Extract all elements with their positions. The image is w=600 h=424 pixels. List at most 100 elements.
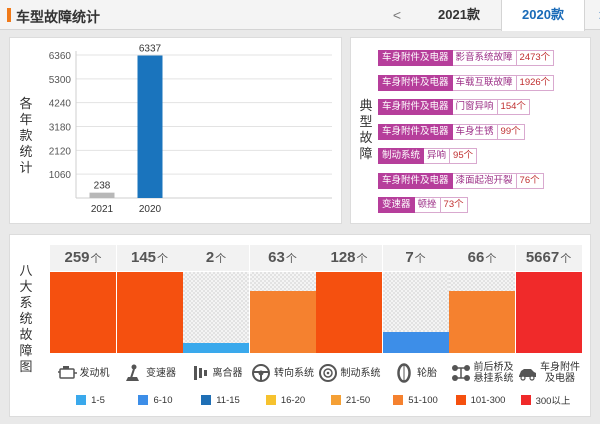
brake-disc-icon bbox=[318, 364, 337, 382]
system-name-line1: 制动系统 bbox=[340, 367, 381, 379]
system-bar-area bbox=[382, 272, 449, 353]
system-column[interactable]: 7个轮胎 bbox=[382, 245, 449, 415]
system-bar-area bbox=[116, 272, 183, 353]
system-column[interactable]: 2个 离合器 bbox=[183, 245, 249, 415]
system-count-number: 63 bbox=[268, 249, 285, 266]
label-char: 款 bbox=[19, 128, 33, 143]
system-count-number: 66 bbox=[467, 249, 485, 266]
label-char: 故 bbox=[359, 130, 373, 145]
system-label: 变速器 bbox=[117, 356, 183, 390]
system-column[interactable]: 145个 变速器 bbox=[116, 245, 183, 415]
fault-system-tag: 车身附件及电器 bbox=[378, 74, 453, 91]
system-label: 前后桥及 悬挂系统 bbox=[449, 356, 515, 390]
legend-swatch bbox=[201, 395, 212, 405]
system-count-number: 2 bbox=[205, 249, 215, 266]
axle-icon bbox=[451, 365, 470, 381]
legend-swatch bbox=[393, 395, 404, 405]
system-count: 63个 bbox=[249, 245, 316, 271]
x-tick-label: 2021 bbox=[91, 204, 114, 215]
system-count-unit: 个 bbox=[485, 253, 497, 265]
system-count: 7个 bbox=[382, 245, 449, 271]
label-char: 型 bbox=[359, 114, 373, 129]
legend-swatch bbox=[520, 395, 531, 405]
fault-name: 顿挫 bbox=[414, 197, 441, 213]
system-column[interactable]: 259个发动机 bbox=[50, 245, 116, 415]
bar-2020[interactable] bbox=[137, 55, 163, 198]
legend-swatch bbox=[330, 395, 341, 405]
system-bar-fill bbox=[382, 331, 449, 353]
system-name-line1: 转向系统 bbox=[274, 367, 314, 379]
y-tick-label: 6360 bbox=[49, 51, 72, 62]
label-char: 大 bbox=[19, 279, 33, 294]
steering-wheel-icon bbox=[252, 364, 270, 382]
bar-2021[interactable] bbox=[89, 192, 115, 198]
legend-label: 300以上 bbox=[535, 396, 571, 407]
fault-item[interactable]: 车身附件及电器 车载互联故障 1926个 bbox=[378, 74, 555, 91]
system-column[interactable]: 63个转向系统 bbox=[249, 245, 316, 415]
fault-item[interactable]: 制动系统 异响 95个 bbox=[378, 148, 478, 164]
fault-item[interactable]: 车身附件及电器 车身生锈 99个 bbox=[378, 123, 525, 140]
fault-count: 2473个 bbox=[516, 50, 555, 66]
system-name: 轮胎 bbox=[417, 368, 437, 379]
y-tick-label: 5300 bbox=[49, 75, 72, 86]
tab-2021[interactable]: 2021款 bbox=[438, 7, 480, 22]
legend-item: 16-20 bbox=[253, 393, 318, 407]
legend-swatch bbox=[76, 395, 87, 405]
system-count-number: 259 bbox=[64, 249, 90, 266]
label-char: 系 bbox=[19, 295, 33, 310]
fault-system-tag: 车身附件及电器 bbox=[378, 50, 453, 66]
system-count-unit: 个 bbox=[90, 253, 102, 265]
x-tick-label: 2020 bbox=[139, 204, 162, 215]
typical-faults-label: 典型故障 bbox=[358, 98, 374, 162]
system-bar-area bbox=[249, 272, 316, 353]
system-count-number: 128 bbox=[330, 249, 356, 266]
prev-arrow-button[interactable]: < bbox=[392, 7, 402, 23]
system-label: 离合器 bbox=[183, 356, 249, 390]
legend-label: 6-10 bbox=[153, 394, 173, 406]
legend-label: 21-50 bbox=[345, 394, 371, 406]
page-title: 车型故障统计 bbox=[16, 9, 100, 25]
fault-item[interactable]: 车身附件及电器 漆面起泡开裂 76个 bbox=[378, 172, 544, 189]
label-char: 统 bbox=[19, 144, 33, 159]
bar-value-label: 238 bbox=[94, 181, 111, 192]
y-tick-label: 3180 bbox=[49, 123, 72, 134]
system-count-unit: 个 bbox=[560, 253, 572, 265]
system-bar-area bbox=[515, 272, 582, 353]
fault-item[interactable]: 车身附件及电器 影音系统故障 2473个 bbox=[378, 50, 555, 66]
system-count: 259个 bbox=[50, 245, 116, 271]
label-char: 障 bbox=[19, 343, 33, 358]
system-column[interactable]: 128个 制动系统 bbox=[316, 245, 382, 415]
label-char: 计 bbox=[19, 160, 33, 175]
system-name: 前后桥及 悬挂系统 bbox=[474, 362, 514, 384]
header: 车型故障统计 < 2021款 2020款 > bbox=[0, 0, 600, 31]
fault-name: 异响 bbox=[424, 148, 451, 164]
clutch-icon bbox=[193, 366, 207, 380]
typical-faults-panel: 典型故障 车身附件及电器 影音系统故障 2473个 车身附件及电器 车载互联故障 1926… bbox=[350, 37, 591, 224]
eight-systems-panel: 八大系统故障图 259个 发动机 145个 变速器 2个 离合器 63个 转向系统 128个 制动… bbox=[9, 234, 591, 417]
fault-count: 154个 bbox=[497, 99, 530, 115]
system-bar-area bbox=[183, 272, 249, 353]
tab-2020[interactable]: 2020款 bbox=[501, 0, 585, 31]
system-name-line1: 发动机 bbox=[79, 367, 110, 379]
label-char: 典 bbox=[359, 98, 373, 113]
system-bar-area bbox=[449, 272, 515, 353]
system-count-number: 145 bbox=[130, 249, 157, 266]
system-name-line1: 离合器 bbox=[212, 367, 243, 379]
fault-count: 95个 bbox=[450, 148, 478, 164]
legend-item: 300以上 bbox=[513, 393, 578, 407]
fault-count: 76个 bbox=[516, 172, 544, 189]
fault-system-tag: 制动系统 bbox=[378, 148, 425, 164]
system-label: 车身附件 及电器 bbox=[516, 356, 582, 390]
system-bar-fill bbox=[249, 290, 316, 353]
label-char: 障 bbox=[359, 146, 373, 161]
fault-name: 影音系统故障 bbox=[452, 50, 517, 66]
system-column[interactable]: 66个前后桥及 悬挂系统 bbox=[449, 245, 515, 415]
legend-item: 21-50 bbox=[318, 393, 383, 407]
fault-item[interactable]: 车身附件及电器 门窗异响 154个 bbox=[378, 99, 530, 115]
system-column[interactable]: 5667个 车身附件 及电器 bbox=[515, 245, 582, 415]
label-char: 图 bbox=[19, 359, 33, 374]
legend-label: 11-15 bbox=[216, 394, 240, 406]
fault-item[interactable]: 变速器 顿挫 73个 bbox=[378, 197, 468, 213]
next-arrow-button[interactable]: > bbox=[585, 0, 600, 30]
year-tabs: < 2021款 2020款 > bbox=[377, 0, 600, 31]
